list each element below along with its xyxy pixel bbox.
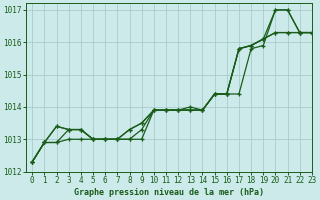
X-axis label: Graphe pression niveau de la mer (hPa): Graphe pression niveau de la mer (hPa): [74, 188, 264, 197]
